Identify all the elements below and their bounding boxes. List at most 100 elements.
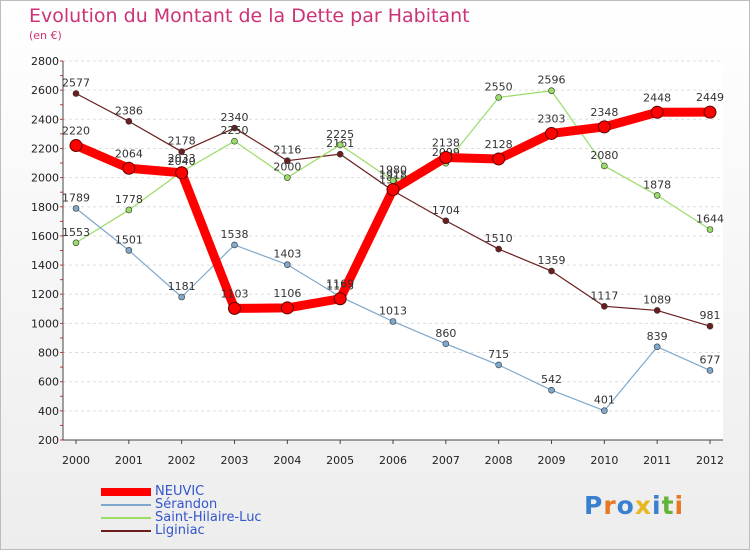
y-tick-label: 2600 [31,84,59,97]
x-tick-label: 2004 [273,454,301,467]
data-label: 981 [700,309,721,322]
data-point [653,192,661,199]
y-tick-label: 1000 [31,317,59,330]
logo-letter: x [634,491,652,520]
data-label: 1918 [379,169,407,182]
logo-letter: t [661,491,675,520]
data-point [175,166,189,180]
logo-letter: P [584,491,604,520]
data-point [548,386,555,394]
data-point [442,217,450,225]
legend-swatch [101,529,151,532]
data-label: 2340 [221,111,249,124]
y-tick-label: 1800 [31,201,59,214]
data-label: 2040 [168,155,196,168]
data-point [495,94,502,101]
data-label: 2128 [485,138,513,151]
x-tick-label: 2009 [538,454,566,467]
data-point [231,137,238,145]
data-label: 1644 [696,213,724,226]
y-tick-label: 2200 [31,142,59,155]
data-point [703,105,717,119]
data-label: 401 [594,394,615,407]
data-label: 2225 [326,128,354,141]
data-label: 2000 [273,161,301,174]
line-chart: 200 400 600 800 1000 1200 1400 1600 1800 2000 2200… [31,55,724,467]
data-label: 1359 [538,254,566,267]
data-label: 677 [700,353,721,366]
data-point [125,247,133,254]
data-point [228,301,241,315]
data-point [492,152,506,166]
data-label: 1789 [62,191,90,204]
data-label: 2348 [590,106,618,119]
legend: NEUVIC Sérandon Saint-Hilaire-Luc Liginiac [101,485,262,537]
data-point [284,174,291,181]
data-point [336,150,344,158]
y-tick-label: 2800 [31,55,59,68]
data-point [72,205,80,212]
y-tick-label: 1600 [31,230,59,243]
x-tick-label: 2006 [379,454,407,467]
data-label: 1704 [432,204,460,217]
data-point [284,157,291,165]
logo-letter: i [674,491,685,520]
data-label: 2116 [273,144,301,157]
data-point [653,343,661,351]
data-point [706,226,714,233]
data-label: 1980 [379,164,407,177]
data-label: 2386 [115,104,143,117]
data-label: 1089 [643,293,671,306]
y-tick-label: 200 [38,434,59,447]
y-tick-label: 2000 [31,172,59,185]
x-tick-label: 2003 [221,454,249,467]
data-point [122,161,136,175]
legend-item: Saint-Hilaire-Luc [101,511,262,524]
chart-subtitle: (en €) [29,29,62,42]
data-point [545,126,558,140]
data-point [72,90,80,97]
data-label: 1103 [221,287,249,300]
legend-swatch [101,516,151,519]
data-point [548,267,555,275]
x-tick-label: 2002 [168,454,196,467]
data-label: 1553 [62,226,90,239]
y-tick-label: 1200 [31,288,59,301]
y-tick-label: 2400 [31,113,59,126]
data-point [597,120,611,134]
legend-label: Sérandon [155,497,218,512]
data-label: 2220 [62,125,90,138]
y-tick-label: 1400 [31,259,59,272]
data-point [386,183,400,197]
data-label: 1510 [485,232,513,245]
data-label: 2138 [432,136,460,149]
x-tick-label: 2010 [590,454,618,467]
data-label: 2449 [696,91,724,104]
x-tick-label: 2011 [643,454,671,467]
data-point [653,307,661,314]
data-label: 2448 [643,91,671,104]
data-point [231,241,238,249]
data-label: 1117 [590,289,618,302]
data-point [284,261,291,268]
data-point [439,150,453,164]
y-tick-label: 600 [38,376,59,389]
data-point [706,367,714,374]
data-point [69,139,83,153]
data-label: 1403 [273,248,301,261]
legend-label: Saint-Hilaire-Luc [155,510,262,525]
data-label: 2080 [590,149,618,162]
chart-title: Evolution du Montant de la Dette par Hab… [29,5,470,27]
data-point [125,118,133,125]
legend-swatch [101,503,151,506]
data-label: 2064 [115,147,143,160]
data-point [706,322,714,330]
data-label: 2178 [168,135,196,148]
x-tick-label: 2000 [62,454,90,467]
data-label: 1013 [379,304,407,317]
data-point [178,293,185,301]
legend-item: NEUVIC [101,485,262,498]
data-label: 2303 [538,112,566,125]
legend-label: Liginiac [155,523,205,538]
data-label: 1181 [168,280,196,293]
